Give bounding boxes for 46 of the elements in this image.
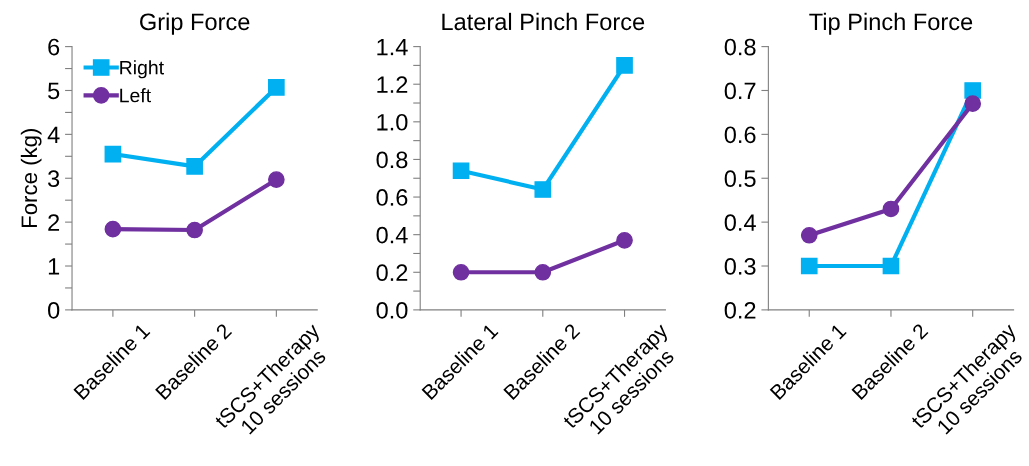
y-tick-label: 0.2 (376, 264, 408, 282)
y-tick-label: 6 (48, 38, 60, 56)
chart-title: Tip Pinch Force (809, 12, 973, 35)
point (964, 82, 982, 99)
point (268, 79, 285, 96)
point (104, 220, 122, 238)
y-tick-label: 0.5 (724, 170, 756, 188)
y-tick-label: 3 (47, 170, 60, 188)
y-tick-label: 4 (47, 126, 60, 143)
point (268, 171, 285, 188)
point (104, 145, 122, 163)
y-tick-label: 1.0 (377, 113, 408, 131)
y-tick-label: 0 (48, 301, 60, 319)
y-axis-title: Force (kg) (20, 129, 42, 228)
y-tick-label: 0.6 (724, 126, 756, 144)
point (186, 158, 203, 175)
y-tick-label: 0.3 (724, 258, 756, 275)
y-tick-label: 0.8 (376, 151, 408, 169)
y-tick-label: 5 (48, 82, 60, 100)
point (964, 95, 982, 112)
y-tick-label: 0.4 (376, 226, 408, 244)
y-tick-label: 1 (48, 258, 60, 275)
y-tick-label: 1.2 (377, 76, 408, 93)
y-tick-label: 2 (48, 214, 60, 231)
point (452, 263, 470, 281)
y-tick-label: 0.4 (724, 214, 756, 231)
legend-label: Right (120, 60, 164, 79)
y-tick-label: 0.2 (724, 301, 756, 319)
point (800, 226, 818, 244)
y-tick-label: 0.7 (724, 82, 756, 100)
point (534, 263, 552, 281)
point (452, 162, 470, 180)
y-tick-label: 1.4 (377, 38, 408, 56)
y-tick-label: 0.6 (376, 189, 408, 206)
chart-title: Grip Force (140, 12, 250, 35)
point (534, 181, 552, 198)
point (800, 257, 818, 275)
point (882, 200, 900, 218)
point (882, 257, 900, 275)
point (616, 231, 633, 249)
y-tick-label: 0.0 (376, 301, 408, 319)
legend-label: Left (120, 88, 151, 103)
y-tick-label: 0.8 (724, 38, 756, 56)
point (186, 221, 203, 239)
point (616, 57, 633, 74)
chart-title: Lateral Pinch Force (442, 12, 645, 31)
